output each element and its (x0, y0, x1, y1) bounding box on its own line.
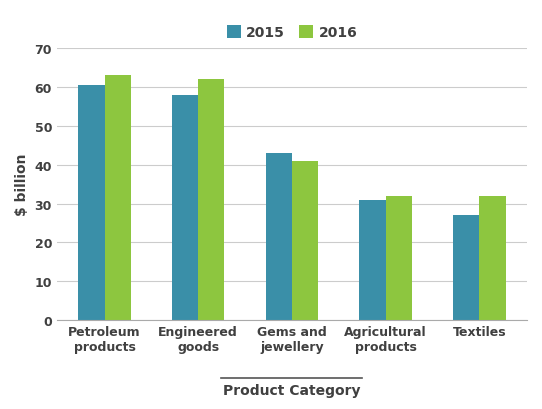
Legend: 2015, 2016: 2015, 2016 (221, 21, 363, 46)
Text: Product Category: Product Category (223, 383, 361, 397)
Bar (359, 200, 386, 320)
Bar (198, 80, 224, 320)
Bar (386, 196, 412, 320)
Bar (266, 154, 292, 320)
Bar (78, 86, 105, 320)
Bar (172, 96, 198, 320)
Y-axis label: $ billion: $ billion (15, 153, 29, 216)
Bar (105, 76, 131, 320)
Bar (292, 162, 318, 320)
Bar (453, 216, 479, 320)
Bar (479, 196, 506, 320)
